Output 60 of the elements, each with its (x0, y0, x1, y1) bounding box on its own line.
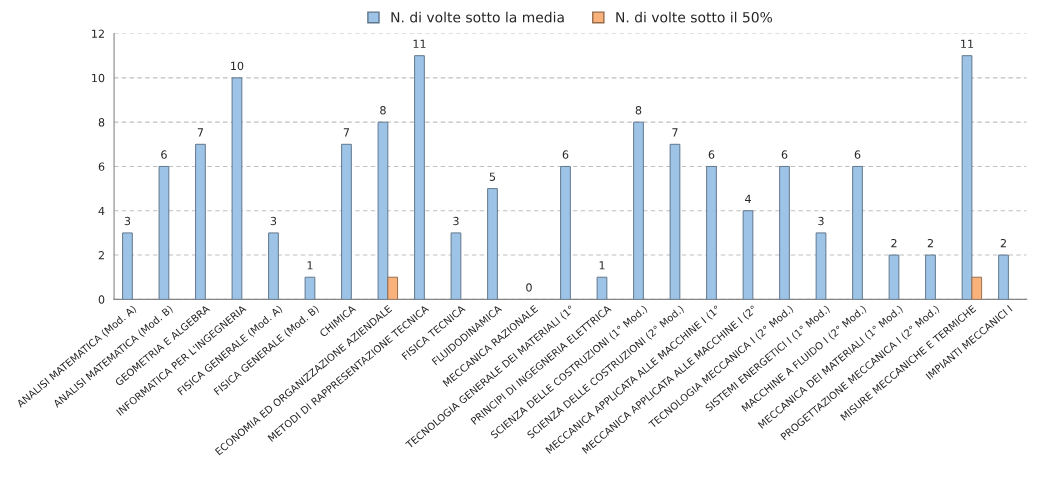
legend-label: N. di volte sotto il 50% (616, 11, 773, 23)
bar (158, 165, 170, 300)
legend-label: N. di volte sotto la media (391, 11, 564, 23)
bar (925, 254, 936, 300)
y-tick-label: 12 (92, 29, 104, 38)
data-label: 7 (197, 128, 204, 137)
data-label: 3 (124, 216, 131, 226)
data-label: 1 (307, 261, 313, 270)
data-label: 6 (562, 150, 569, 159)
data-label: 6 (781, 150, 788, 159)
data-label: 6 (161, 150, 167, 159)
data-label: 3 (818, 216, 824, 226)
y-tick-label: 6 (98, 162, 105, 171)
y-tick-label: 8 (98, 118, 105, 127)
data-label: 7 (343, 128, 350, 137)
y-tick-label: 4 (98, 206, 105, 215)
data-label: 6 (708, 150, 715, 159)
bar (779, 165, 790, 300)
data-label: 2 (927, 238, 933, 248)
data-label: 11 (961, 39, 974, 48)
bar (706, 165, 717, 300)
bar (852, 165, 863, 300)
y-tick-label: 2 (98, 251, 104, 260)
data-label: 11 (413, 39, 426, 48)
bar (122, 232, 133, 300)
data-label: 2 (1000, 238, 1006, 248)
data-label: 7 (672, 128, 678, 137)
bar (231, 77, 243, 300)
bar (742, 210, 754, 300)
data-label: 3 (453, 216, 459, 226)
data-label: 2 (891, 238, 897, 248)
data-label: 10 (231, 61, 244, 71)
bar (387, 276, 399, 300)
y-tick-label: 0 (98, 295, 105, 304)
bar (888, 254, 900, 300)
bar (971, 276, 983, 300)
bar (633, 121, 644, 300)
data-label: 6 (854, 150, 861, 159)
y-tick-label: 10 (92, 73, 105, 83)
data-label: 5 (489, 172, 496, 181)
bar (268, 232, 279, 300)
data-label: 3 (270, 216, 277, 226)
bar (596, 276, 608, 300)
data-label: 8 (380, 106, 386, 115)
data-label: 1 (599, 261, 605, 270)
bar (815, 232, 827, 300)
bar (341, 143, 352, 300)
data-label: 4 (745, 194, 751, 203)
bar (487, 188, 498, 300)
bar (414, 55, 425, 300)
bar (998, 254, 1009, 300)
bar (304, 276, 316, 300)
bar (669, 143, 681, 300)
bar (195, 143, 206, 300)
bar (560, 165, 571, 300)
data-label: 8 (635, 106, 642, 115)
bar (377, 121, 389, 300)
bar (961, 55, 973, 300)
bar (450, 232, 462, 300)
data-label: 0 (526, 283, 532, 292)
